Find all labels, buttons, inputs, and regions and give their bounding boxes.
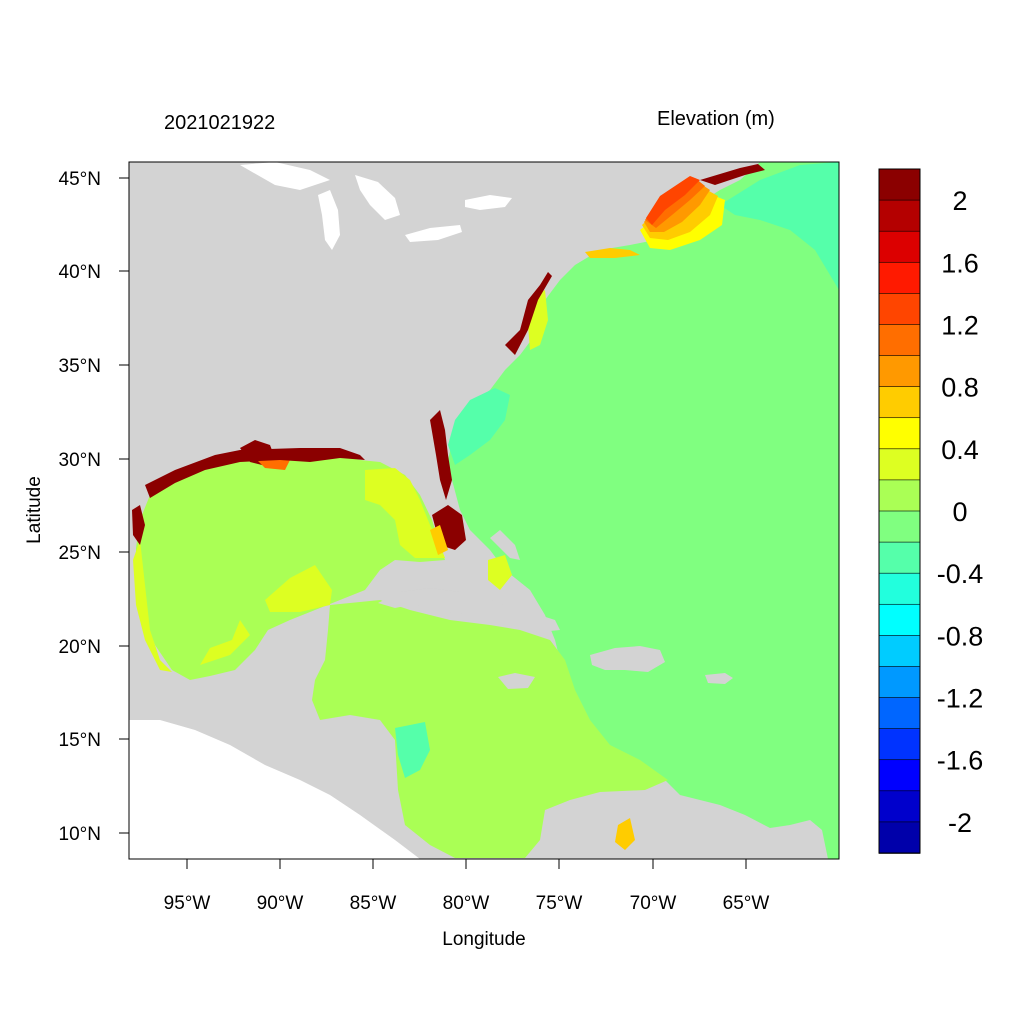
- x-tick-label: 70°W: [630, 893, 677, 914]
- hispaniola: [590, 646, 665, 672]
- colorbar-label: 0.8: [941, 373, 979, 403]
- colorbar-swatch: [878, 293, 921, 326]
- y-tick-label: 35°N: [59, 356, 101, 377]
- x-axis-title: Longitude: [442, 929, 525, 950]
- colorbar-swatch: [878, 199, 921, 232]
- colorbar-label: -0.8: [937, 621, 984, 651]
- colorbar: [878, 168, 921, 854]
- colorbar-label: -1.6: [937, 746, 984, 776]
- south-florida-surge-edge: [430, 525, 448, 555]
- x-tick-label: 75°W: [536, 893, 583, 914]
- long-island-sound: [585, 248, 640, 258]
- bahamas-islands: [490, 530, 520, 560]
- colorbar-swatch: [878, 355, 921, 388]
- lake-erie: [405, 225, 462, 242]
- bahamas-bank: [488, 555, 512, 590]
- puerto-rico: [705, 673, 733, 684]
- panama-shelf: [395, 722, 430, 778]
- y-tick-label: 10°N: [59, 824, 101, 845]
- caribbean-sea: [312, 600, 668, 858]
- colorbar-swatch: [878, 790, 921, 823]
- gulf-of-mexico: [136, 455, 445, 680]
- map-panel: [129, 162, 839, 859]
- colorbar-swatch: [878, 479, 921, 512]
- colorbar-label: 1.2: [941, 311, 979, 341]
- campeche-shelf: [200, 620, 250, 665]
- texas-coast-shelf: [133, 540, 172, 672]
- lake-huron: [355, 175, 400, 220]
- colorbar-swatch: [878, 697, 921, 730]
- colorbar-swatch: [878, 541, 921, 574]
- colorbar-frame: [878, 168, 921, 854]
- y-tick-label: 25°N: [59, 543, 101, 564]
- x-tick-label: 85°W: [350, 893, 397, 914]
- florida-shelf: [365, 468, 445, 558]
- gulf-of-venezuela: [615, 818, 635, 850]
- colorbar-swatch: [878, 728, 921, 761]
- y-tick-label: 15°N: [59, 730, 101, 751]
- south-atlantic-bight: [448, 388, 510, 465]
- texas-coast-speckle: [132, 505, 145, 545]
- gulf-of-maine-coast-surge: [700, 164, 765, 185]
- colorbar-swatch: [878, 386, 921, 419]
- x-axis-ticks: 95°W 90°W 85°W 80°W 75°W 70°W 65°W: [164, 859, 770, 914]
- colorbar-swatch: [878, 603, 921, 637]
- colorbar-label: 1.6: [941, 248, 979, 278]
- y-tick-label: 20°N: [59, 637, 101, 658]
- x-tick-label: 65°W: [723, 893, 770, 914]
- lake-ontario: [465, 195, 512, 210]
- y-tick-label: 30°N: [59, 450, 101, 471]
- colorbar-swatch: [878, 666, 921, 699]
- x-tick-label: 95°W: [164, 893, 211, 914]
- pacific-edge: [129, 720, 420, 859]
- x-tick-label: 90°W: [257, 893, 304, 914]
- lake-superior: [240, 162, 330, 190]
- colorbar-swatch: [878, 759, 921, 792]
- colorbar-label: -0.4: [937, 559, 984, 589]
- y-tick-label: 40°N: [59, 262, 101, 283]
- colorbar-swatch: [878, 168, 921, 201]
- colorbar-swatch: [878, 821, 921, 854]
- colorbar-label: 0.4: [941, 435, 979, 465]
- colorbar-swatch: [878, 417, 921, 450]
- gulf-coast-inland-speckle: [145, 448, 365, 498]
- colorbar-label: -1.2: [937, 684, 984, 714]
- y-tick-label: 45°N: [59, 169, 101, 190]
- y-axis-title: Latitude: [24, 476, 45, 544]
- colorbar-swatch: [878, 261, 921, 295]
- gulf-of-maine-surge-red: [646, 176, 700, 225]
- lake-michigan: [318, 190, 340, 250]
- colorbar-swatch: [878, 510, 921, 543]
- colorbar-labels: 2 1.6 1.2 0.8 0.4 0 -0.4 -0.8 -1.2 -1.6 -2: [937, 186, 984, 838]
- colorbar-title: Elevation (m): [657, 108, 775, 130]
- gulf-of-maine-offshore: [720, 162, 839, 290]
- colorbar-label: -2: [948, 808, 972, 838]
- y-axis-ticks: 45°N 40°N 35°N 30°N 25°N 20°N 15°N 10°N: [59, 169, 129, 845]
- jamaica: [498, 673, 535, 689]
- colorbar-label: 0: [952, 497, 967, 527]
- colorbar-label: 2: [952, 186, 967, 216]
- cuba: [378, 588, 560, 632]
- colorbar-swatch: [878, 448, 921, 481]
- yucatan-shelf: [265, 565, 332, 612]
- colorbar-swatch: [878, 324, 921, 357]
- atlantic-ocean: [448, 162, 839, 859]
- map-timestamp-title: 2021021922: [164, 112, 276, 134]
- x-tick-label: 80°W: [443, 893, 490, 914]
- carolina-coast-speckle: [505, 272, 552, 355]
- atlantic-coast-speckle: [430, 410, 452, 500]
- colorbar-swatch: [878, 230, 921, 264]
- colorbar-swatch: [878, 635, 921, 668]
- plot-frame: [128, 161, 840, 860]
- colorbar-swatch: [878, 572, 921, 606]
